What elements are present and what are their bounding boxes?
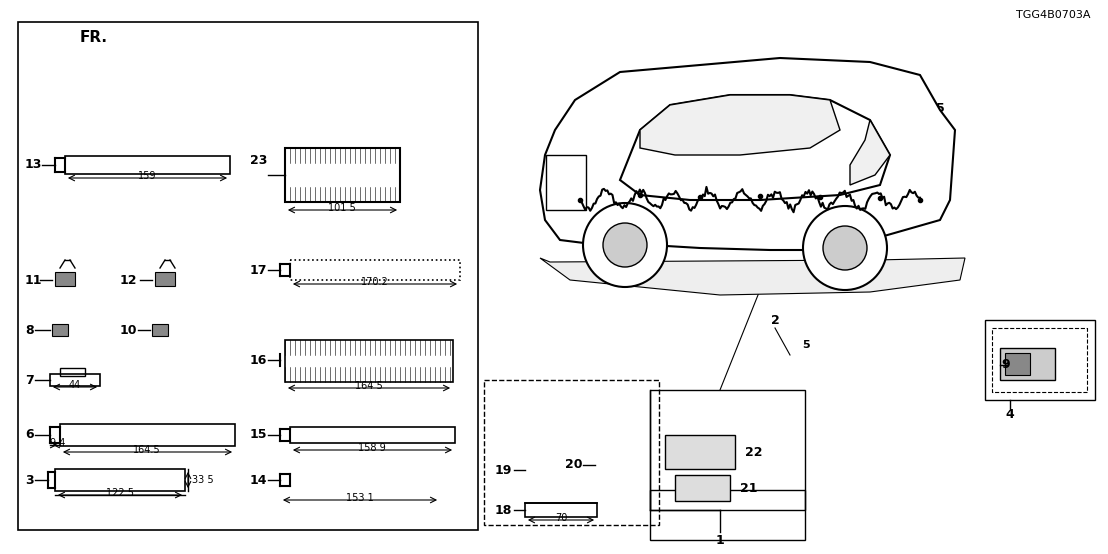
Bar [525, 503, 597, 517]
Bar [55, 272, 75, 286]
Text: 9: 9 [1002, 358, 1010, 372]
Text: 101 5: 101 5 [328, 203, 356, 213]
Bar [985, 320, 1095, 400]
Text: 17: 17 [250, 264, 267, 276]
Bar [285, 148, 400, 202]
Text: 16: 16 [250, 353, 267, 367]
Polygon shape [595, 457, 645, 473]
Text: 70: 70 [555, 513, 567, 523]
Text: TGG4B0703A: TGG4B0703A [1016, 10, 1090, 20]
Polygon shape [290, 474, 440, 494]
Bar [60, 368, 85, 376]
Text: 12: 12 [120, 274, 137, 286]
Bar [50, 374, 100, 386]
Bar [52, 324, 68, 336]
Bar [484, 380, 659, 525]
Text: 21: 21 [740, 481, 758, 495]
Text: 3: 3 [25, 474, 33, 486]
Polygon shape [45, 32, 75, 44]
Text: 164 5: 164 5 [356, 381, 383, 391]
Text: 9 4: 9 4 [50, 438, 65, 448]
Circle shape [803, 206, 888, 290]
Polygon shape [525, 462, 565, 478]
Circle shape [268, 163, 293, 187]
Bar [1005, 353, 1030, 375]
Text: 14: 14 [250, 474, 267, 486]
Text: 10: 10 [120, 324, 137, 336]
Text: 22: 22 [745, 445, 762, 459]
Text: 44: 44 [69, 380, 81, 390]
Text: 18: 18 [495, 504, 512, 516]
Text: 153 1: 153 1 [346, 493, 373, 503]
Text: 4: 4 [1006, 408, 1015, 422]
Circle shape [823, 226, 866, 270]
Bar [290, 427, 455, 443]
Polygon shape [850, 120, 890, 185]
Text: 1: 1 [716, 534, 725, 546]
Bar [155, 272, 175, 286]
Text: 5: 5 [802, 340, 810, 350]
Bar [665, 435, 735, 469]
Bar [650, 490, 806, 540]
Bar [65, 156, 230, 174]
Bar [546, 155, 586, 210]
Text: 2: 2 [771, 314, 779, 326]
Bar [55, 469, 185, 491]
Text: 5: 5 [792, 264, 801, 276]
Bar [152, 324, 168, 336]
Bar [285, 340, 453, 382]
Text: 170.2: 170.2 [361, 277, 389, 287]
Polygon shape [150, 322, 170, 338]
Text: 159: 159 [137, 171, 156, 181]
Text: 5: 5 [869, 94, 878, 106]
FancyArrowPatch shape [51, 34, 92, 42]
Text: 19: 19 [495, 464, 512, 476]
Text: 158 9: 158 9 [358, 443, 386, 453]
Polygon shape [152, 268, 178, 292]
Text: 164.5: 164.5 [133, 445, 161, 455]
Text: 8: 8 [25, 324, 33, 336]
Text: FR.: FR. [80, 30, 107, 45]
Polygon shape [640, 95, 840, 155]
Bar [675, 475, 730, 501]
Text: 23: 23 [250, 153, 267, 167]
Text: 15: 15 [250, 428, 267, 442]
Bar [60, 424, 235, 446]
Polygon shape [50, 322, 70, 338]
Text: 7: 7 [25, 373, 33, 387]
Circle shape [583, 203, 667, 287]
Text: 20: 20 [565, 459, 583, 471]
Text: 11: 11 [25, 274, 42, 286]
Text: 122 5: 122 5 [106, 488, 134, 498]
Text: 13: 13 [25, 158, 42, 172]
Text: 5: 5 [935, 101, 944, 115]
Polygon shape [540, 58, 955, 250]
Text: 33 5: 33 5 [192, 475, 214, 485]
Polygon shape [52, 268, 78, 292]
Bar [18, 22, 478, 530]
Polygon shape [540, 258, 965, 295]
Text: 6: 6 [25, 428, 33, 442]
Bar [1001, 348, 1055, 380]
Circle shape [603, 223, 647, 267]
Bar [290, 260, 460, 280]
Polygon shape [620, 95, 890, 200]
Bar [650, 390, 806, 510]
Bar [992, 328, 1087, 392]
